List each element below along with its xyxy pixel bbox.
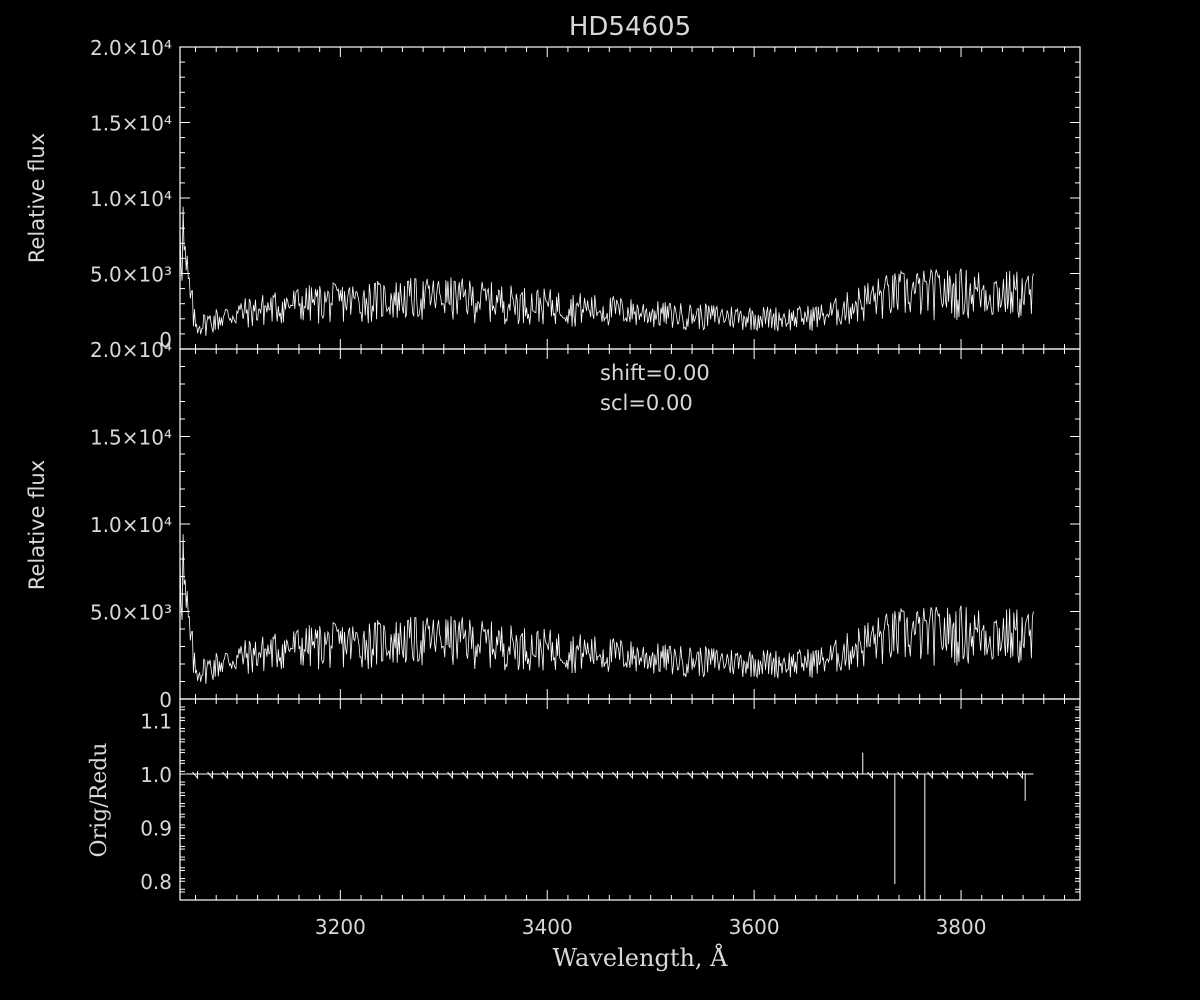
ratio-glitch (732, 771, 739, 780)
y-tick-label: 0.9 (140, 817, 172, 841)
ratio-glitch (822, 771, 829, 780)
ratio-glitch (957, 771, 964, 780)
panel-middle: 0 5.0×10³ 1.0×10⁴ 1.5×10⁴ 2.0×10⁴ Relative f… (25, 338, 1081, 712)
y-tick-label: 2.0×10⁴ (90, 36, 172, 60)
figure-title: HD54605 (569, 12, 691, 42)
annotation-scale: scl=0.00 (600, 391, 693, 415)
ratio-glitch (897, 771, 904, 780)
ratio-glitch (717, 771, 724, 780)
y-tick-label: 2.0×10⁴ (90, 338, 172, 362)
y-tick-label: 0 (159, 328, 172, 352)
ratio-glitch (252, 771, 259, 780)
ratio-glitch (462, 771, 469, 780)
panel-top-ylabel: Relative flux (25, 133, 49, 263)
ratio-glitch (477, 771, 484, 780)
ratio-glitch (882, 771, 889, 780)
ratio-glitch (582, 771, 589, 780)
ratio-glitch (747, 771, 754, 780)
ratio-glitch (852, 771, 859, 780)
ratio-glitch (492, 771, 499, 780)
ratio-glitch (312, 771, 319, 780)
ratio-glitch (702, 771, 709, 780)
ratio-glitch (567, 771, 574, 780)
x-tick-label: 3600 (729, 915, 780, 939)
x-axis-label: Wavelength, Å (552, 943, 728, 972)
ratio-glitch (612, 771, 619, 780)
ratio-glitch (837, 771, 844, 780)
ratio-glitch (522, 771, 529, 780)
annotation-shift: shift=0.00 (600, 361, 710, 385)
ratio-glitch (237, 771, 244, 780)
ratio-glitch (942, 771, 949, 780)
ratio-glitch (342, 771, 349, 780)
ratio-glitch (447, 771, 454, 780)
panel-middle-ylabel: Relative flux (25, 460, 49, 590)
ratio-glitch (192, 771, 199, 780)
ratio-glitch (1017, 771, 1024, 780)
ratio-glitch (207, 771, 214, 780)
ratio-glitch (867, 771, 874, 780)
panel-top-frame (179, 46, 1081, 350)
ratio-glitch (972, 771, 979, 780)
y-tick-label: 5.0×10³ (90, 263, 172, 287)
ratio-glitch (537, 771, 544, 780)
panel-top: 0 5.0×10³ 1.0×10⁴ 1.5×10⁴ 2.0×10⁴ Relative f… (25, 36, 1081, 352)
y-tick-label: 1.5×10⁴ (90, 112, 172, 136)
y-tick-label: 1.5×10⁴ (90, 426, 172, 450)
x-tick-label: 3400 (522, 915, 573, 939)
ratio-glitch (372, 771, 379, 780)
ratio-glitch (507, 771, 514, 780)
y-tick-label: 0.8 (140, 870, 172, 894)
ratio-glitch (222, 771, 229, 780)
ratio-glitch (282, 771, 289, 780)
ratio-glitch (327, 771, 334, 780)
ratio-glitch (267, 771, 274, 780)
panel-middle-spectrum (179, 534, 1034, 684)
ratio-glitch (657, 771, 664, 780)
ratio-glitch (297, 771, 304, 780)
ratio-glitch (642, 771, 649, 780)
ratio-glitch (762, 771, 769, 780)
y-tick-label: 1.0×10⁴ (90, 513, 172, 537)
y-tick-label: 0 (159, 688, 172, 712)
ratio-glitch (672, 771, 679, 780)
ratio-glitch (597, 771, 604, 780)
ratio-glitch (387, 771, 394, 780)
panel-top-spectrum (179, 206, 1034, 336)
ratio-glitch (402, 771, 409, 780)
ratio-glitch (552, 771, 559, 780)
y-tick-label: 1.0×10⁴ (90, 187, 172, 211)
ratio-glitch (1002, 771, 1009, 780)
ratio-glitch (792, 771, 799, 780)
ratio-glitch (807, 771, 814, 780)
y-tick-label: 1.1 (140, 709, 172, 733)
ratio-glitch (417, 771, 424, 780)
ratio-glitch (927, 771, 934, 780)
ratio-glitch (357, 771, 364, 780)
ratio-glitch (912, 771, 919, 780)
panel-bottom-frame (179, 698, 1081, 901)
x-tick-label: 3200 (315, 915, 366, 939)
ratio-glitch (987, 771, 994, 780)
x-tick-label: 3800 (936, 915, 987, 939)
y-tick-label: 5.0×10³ (90, 601, 172, 625)
ratio-glitch (687, 771, 694, 780)
ratio-glitch (627, 771, 634, 780)
ratio-glitch (432, 771, 439, 780)
ratio-glitch (777, 771, 784, 780)
y-tick-label: 1.0 (140, 763, 172, 787)
panel-bottom: 0.80.91.01.1 3200 3400 3600 3800 Orig/Redu … (87, 698, 1081, 972)
panel-bottom-ylabel: Orig/Redu (87, 743, 112, 858)
